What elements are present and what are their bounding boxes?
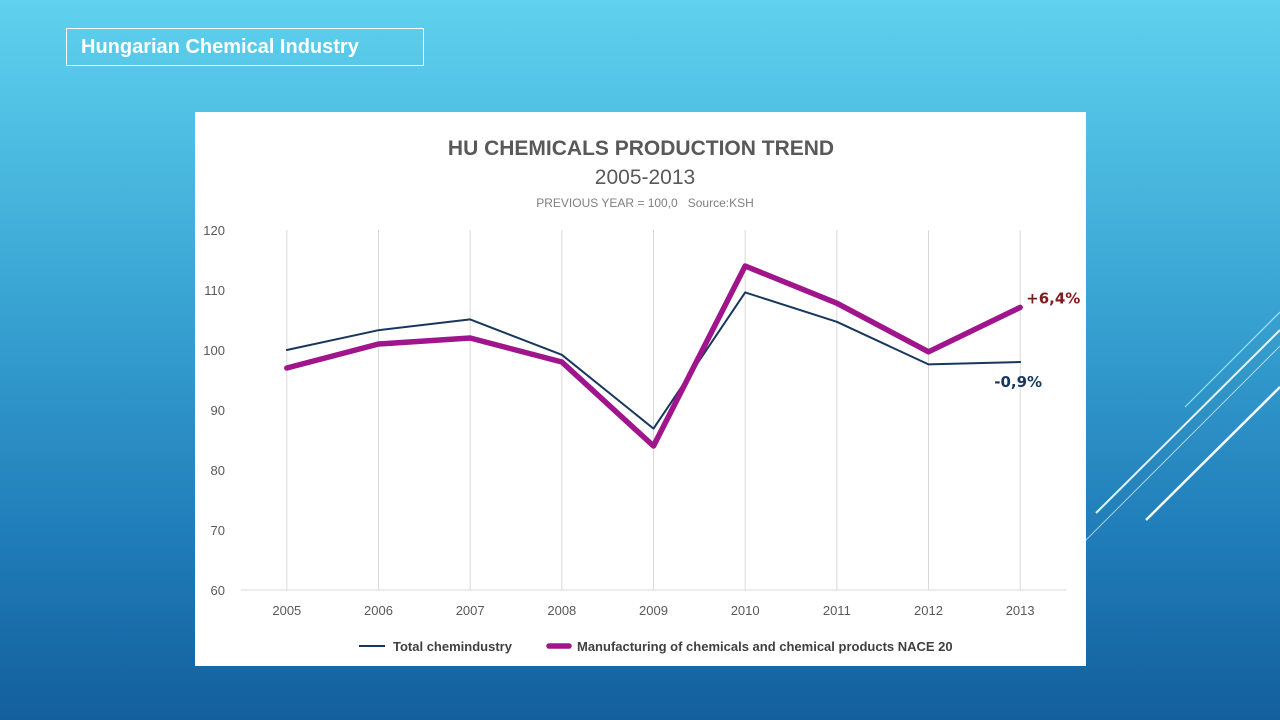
x-tick-label: 2011 <box>823 603 851 618</box>
y-tick-label: 100 <box>203 343 225 358</box>
annotation-chemicals-change: +6,4% <box>1026 289 1080 307</box>
deco-line <box>1145 386 1280 521</box>
x-tick-label: 2012 <box>914 603 943 618</box>
deco-line <box>1184 311 1280 408</box>
chart-note: PREVIOUS YEAR = 100,0 Source:KSH <box>536 196 754 210</box>
chart-title: HU CHEMICALS PRODUCTION TREND <box>448 137 834 160</box>
y-tick-label: 60 <box>211 583 225 598</box>
deco-line <box>1095 329 1280 514</box>
y-tick-label: 80 <box>211 463 225 478</box>
deco-line <box>1085 345 1280 541</box>
x-tick-label: 2005 <box>272 603 301 618</box>
gridlines <box>241 230 1066 591</box>
legend-label-chemicals: Manufacturing of chemicals and chemical … <box>577 639 953 654</box>
x-tick-label: 2006 <box>364 603 393 618</box>
annotation-total-change: -0,9% <box>994 373 1042 391</box>
y-tick-label: 120 <box>203 223 225 238</box>
x-tick-label: 2010 <box>731 603 760 618</box>
production-trend-chart: HU CHEMICALS PRODUCTION TREND 2005-2013 … <box>203 137 1080 654</box>
legend-label-total: Total chemindustry <box>393 639 513 654</box>
slide-title: Hungarian Chemical Industry <box>66 28 424 66</box>
y-tick-label: 110 <box>204 283 225 298</box>
y-tick-label: 90 <box>211 403 225 418</box>
legend: Total chemindustry Manufacturing of chemi… <box>359 639 953 654</box>
annotations: +6,4% -0,9% <box>994 289 1080 391</box>
y-tick-label: 70 <box>211 523 225 538</box>
chart-subtitle: 2005-2013 <box>595 166 695 189</box>
x-tick-label: 2007 <box>456 603 485 618</box>
series-lines <box>284 263 1023 449</box>
chart-panel: HU CHEMICALS PRODUCTION TREND 2005-2013 … <box>195 112 1086 666</box>
axis-labels: 60 70 80 90 100 110 120 2005 2006 2007 2008 2009 201… <box>203 223 1034 618</box>
x-tick-label: 2013 <box>1006 603 1035 618</box>
x-tick-label: 2009 <box>639 603 668 618</box>
x-tick-label: 2008 <box>547 603 576 618</box>
